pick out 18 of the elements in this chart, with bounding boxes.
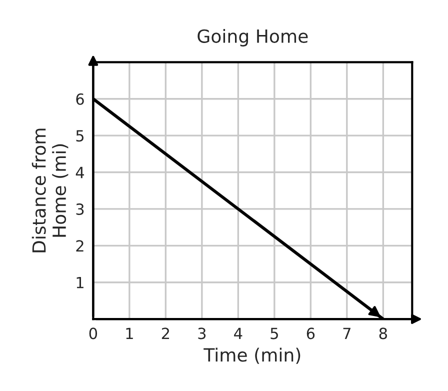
x-tick-label: 3 — [198, 328, 206, 340]
y-tick-label: 5 — [76, 130, 84, 142]
x-axis-title: Time (min) — [204, 348, 300, 364]
x-tick-label: 7 — [343, 328, 350, 339]
y-tick-label: 4 — [76, 166, 84, 178]
x-tick-label: 8 — [379, 328, 387, 340]
y-tick-label: 3 — [76, 203, 84, 215]
y-tick-label: 1 — [76, 277, 84, 288]
x-tick-label: 0 — [89, 328, 98, 340]
x-tick-label: 4 — [234, 328, 242, 339]
y-tick-label: 2 — [76, 240, 84, 252]
x-tick-label: 6 — [306, 328, 315, 340]
x-tick-label: 2 — [162, 328, 170, 339]
x-tick-label: 5 — [270, 328, 278, 340]
y-axis-title: Distance from Home (mi) — [32, 128, 68, 252]
x-tick-label: 1 — [126, 328, 133, 339]
y-tick-label: 6 — [76, 93, 84, 105]
chart-title: Going Home — [198, 29, 308, 46]
